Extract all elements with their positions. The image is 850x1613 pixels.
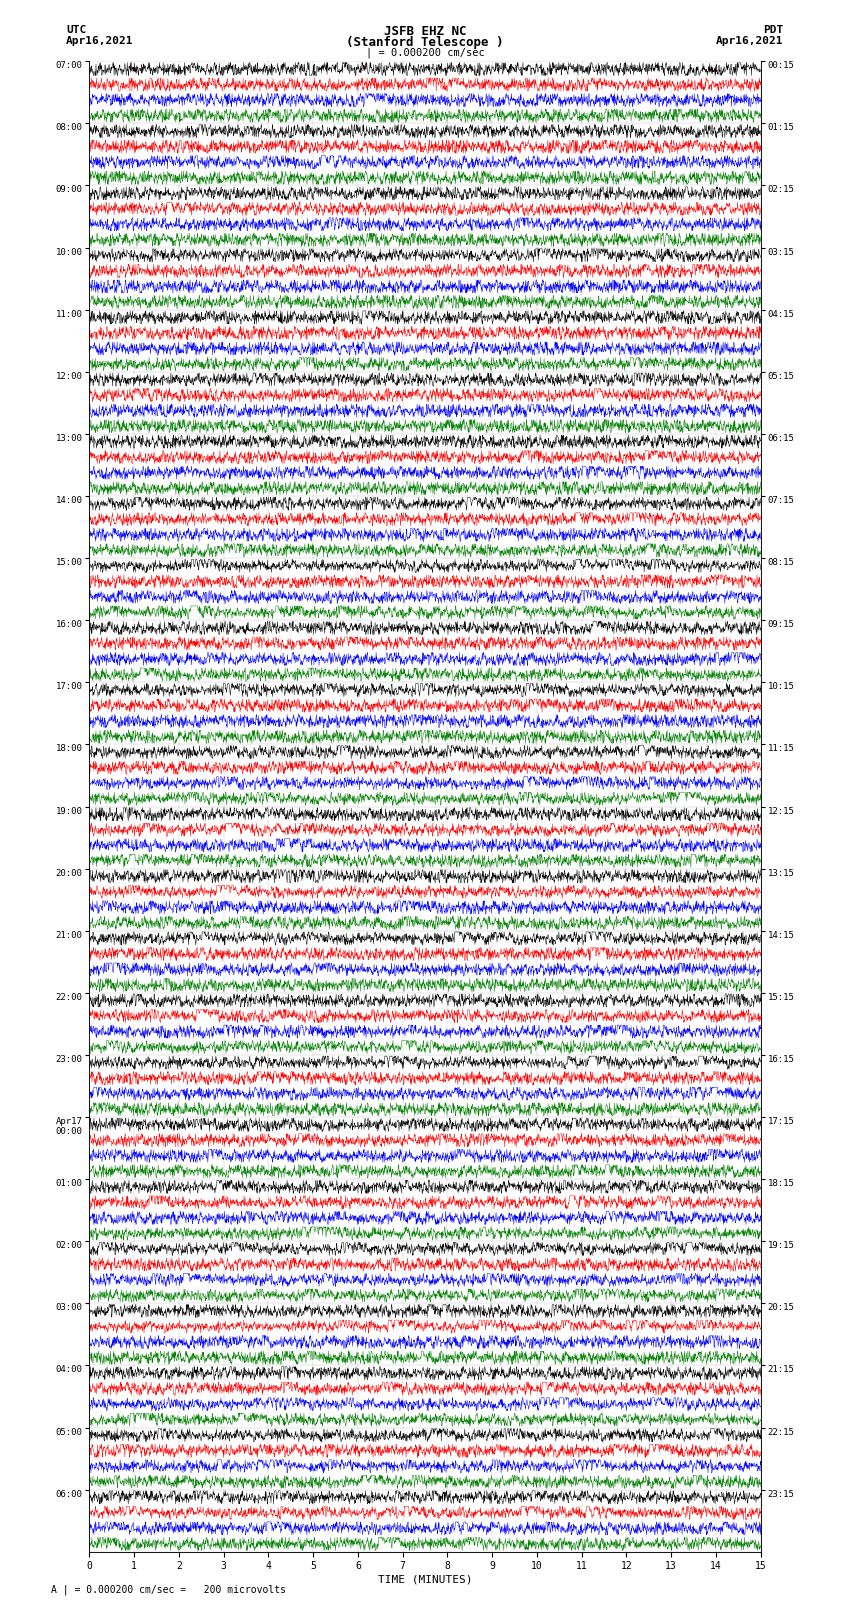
Text: A | = 0.000200 cm/sec =   200 microvolts: A | = 0.000200 cm/sec = 200 microvolts (51, 1584, 286, 1595)
Text: JSFB EHZ NC: JSFB EHZ NC (383, 24, 467, 39)
Text: Apr16,2021: Apr16,2021 (66, 37, 133, 47)
X-axis label: TIME (MINUTES): TIME (MINUTES) (377, 1574, 473, 1584)
Text: | = 0.000200 cm/sec: | = 0.000200 cm/sec (366, 47, 484, 58)
Text: PDT: PDT (763, 24, 784, 35)
Text: (Stanford Telescope ): (Stanford Telescope ) (346, 37, 504, 50)
Text: Apr16,2021: Apr16,2021 (717, 37, 784, 47)
Text: UTC: UTC (66, 24, 87, 35)
